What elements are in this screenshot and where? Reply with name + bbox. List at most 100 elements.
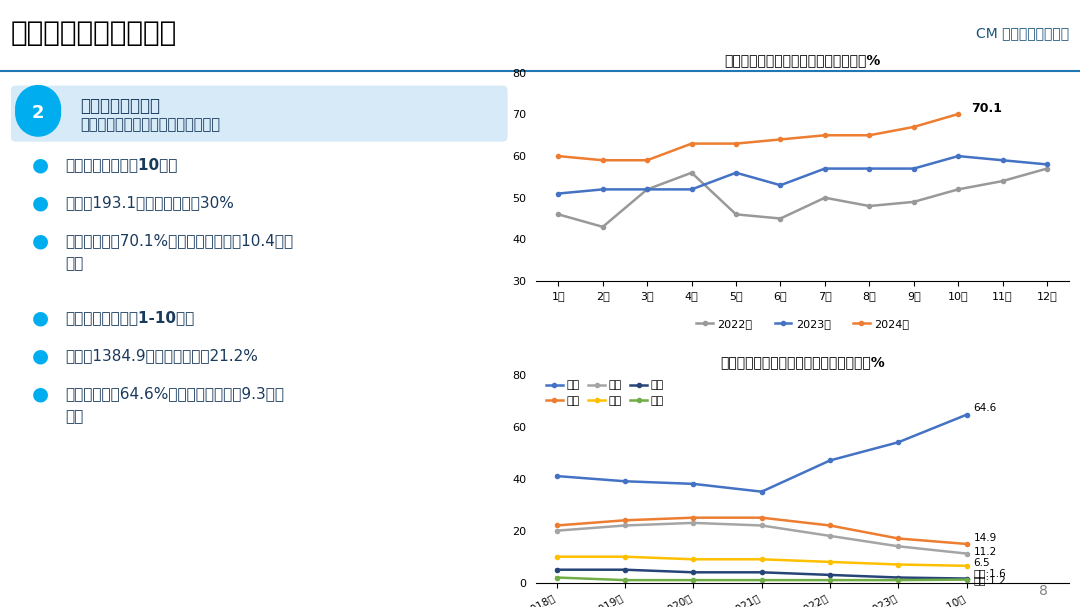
Text: 销量：1384.9万辆，同比增长21.2%: 销量：1384.9万辆，同比增长21.2% [66,348,258,364]
日系 [550,527,563,534]
2022年 [552,211,565,218]
日系 [824,532,837,540]
美系 [824,558,837,566]
美系 [550,553,563,560]
Text: 分点: 分点 [66,410,83,424]
Circle shape [16,86,60,132]
2022年 [907,198,920,206]
日系 [892,543,905,550]
2024年 [907,123,920,131]
2023年 [951,152,964,160]
日系 [960,550,973,557]
Text: 70.1: 70.1 [972,103,1002,115]
美系 [619,553,632,560]
Text: 销量占有率：70.1%，较上年同期上升10.4个百: 销量占有率：70.1%，较上年同期上升10.4个百 [66,234,294,249]
2022年 [819,194,832,202]
中国 [892,439,905,446]
Line: 2023年: 2023年 [556,154,1049,195]
2024年 [730,140,743,148]
Legend: 2022年, 2023年, 2024年: 2022年, 2023年, 2024年 [692,315,914,334]
2024年 [863,132,876,139]
美系 [687,555,700,563]
其他 [755,577,768,584]
Line: 德系: 德系 [554,515,969,546]
Title: 乘用车各国别车系销量占有率变化情况／%: 乘用车各国别车系销量占有率变化情况／% [720,355,885,369]
2024年 [774,136,787,143]
2024年 [596,157,609,164]
Text: ●: ● [32,308,49,327]
其他 [824,577,837,584]
2023年 [996,157,1009,164]
中国 [550,472,563,480]
2023年 [1040,161,1053,168]
2022年 [596,223,609,231]
德系 [892,535,905,542]
Text: 其他:1.2: 其他:1.2 [973,575,1007,585]
2023年 [907,165,920,172]
2023年 [596,186,609,193]
Text: ●: ● [32,155,49,174]
Line: 美系: 美系 [554,555,969,568]
其他 [619,577,632,584]
Text: 乘用车产销情况：: 乘用车产销情况： [80,92,166,110]
Line: 其他: 其他 [554,575,969,582]
Text: 6.5: 6.5 [973,558,990,568]
Line: 日系: 日系 [554,521,969,555]
Title: 中国品牌乘用车销量占有率变化情况／%: 中国品牌乘用车销量占有率变化情况／% [725,53,881,67]
韩系 [619,566,632,574]
2023年 [863,165,876,172]
美系 [960,562,973,569]
Line: 2022年: 2022年 [556,166,1049,229]
Line: 2024年: 2024年 [556,112,960,162]
Circle shape [16,90,60,136]
Text: 2: 2 [32,104,44,122]
韩系 [960,575,973,582]
2023年 [552,190,565,197]
中国 [755,488,768,495]
Text: 14.9: 14.9 [973,534,997,543]
Text: 乘用车产销情况：: 乘用车产销情况： [80,97,160,115]
Text: 分点: 分点 [66,257,83,271]
Text: 中国品牌乘用车（10月）: 中国品牌乘用车（10月） [66,157,178,172]
2023年 [685,186,698,193]
2024年 [552,152,565,160]
Text: ●: ● [32,385,49,404]
2024年 [819,132,832,139]
Text: ●: ● [32,232,49,251]
2023年 [819,165,832,172]
Text: 中国品牌乘用车（1-10月）: 中国品牌乘用车（1-10月） [66,310,194,325]
韩系 [687,569,700,576]
其他 [550,574,563,581]
2024年 [951,110,964,118]
韩系 [824,571,837,578]
Text: 8: 8 [1039,584,1048,598]
Text: CM 中国汽车工业协会: CM 中国汽车工业协会 [976,25,1069,40]
中国 [960,411,973,418]
中国 [619,478,632,485]
Text: 11.2: 11.2 [973,547,997,557]
2024年 [640,157,653,164]
2022年 [1040,165,1053,172]
Text: 中国品牌乘用车销量占比进一步提升: 中国品牌乘用车销量占比进一步提升 [80,117,220,132]
德系 [824,522,837,529]
Text: 韩系:1.6: 韩系:1.6 [973,569,1007,578]
2022年 [685,169,698,177]
其他 [892,577,905,584]
美系 [892,561,905,568]
Text: 2: 2 [32,100,44,118]
Line: 中国: 中国 [554,413,969,493]
韩系 [892,574,905,581]
Line: 韩系: 韩系 [554,568,969,581]
韩系 [550,566,563,574]
日系 [687,519,700,526]
中国 [687,480,700,487]
2023年 [730,169,743,177]
Text: ●: ● [32,194,49,212]
2022年 [951,186,964,193]
日系 [755,522,768,529]
日系 [619,522,632,529]
2023年 [640,186,653,193]
2022年 [730,211,743,218]
2022年 [863,202,876,209]
其他 [687,577,700,584]
